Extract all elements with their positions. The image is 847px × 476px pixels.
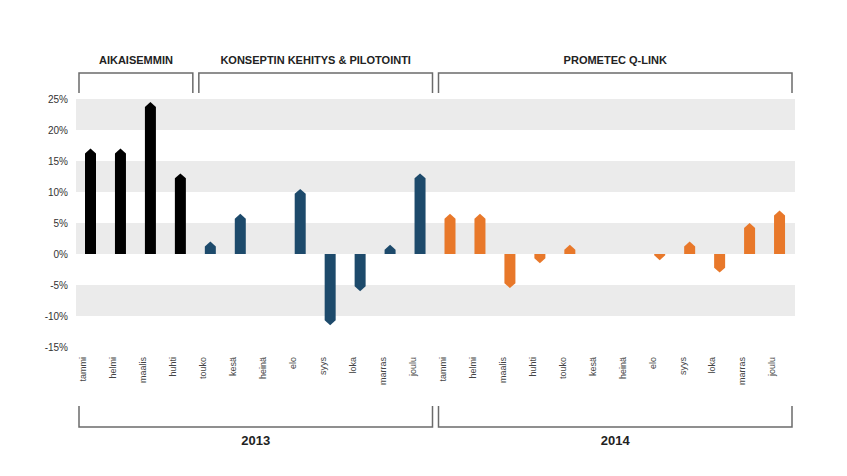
svg-text:tammi: tammi (438, 357, 448, 382)
svg-text:PROMETEC Q-LINK: PROMETEC Q-LINK (564, 54, 667, 66)
svg-text:-10%: -10% (45, 311, 68, 322)
svg-text:joulu: joulu (408, 357, 418, 377)
svg-text:heinä: heinä (618, 357, 628, 379)
svg-text:marras: marras (378, 357, 388, 386)
svg-text:20%: 20% (48, 125, 68, 136)
svg-text:kesä: kesä (228, 357, 238, 376)
svg-text:loka: loka (707, 357, 717, 374)
svg-text:tammi: tammi (78, 357, 88, 382)
svg-text:huhti: huhti (528, 357, 538, 377)
svg-text:AIKAISEMMIN: AIKAISEMMIN (99, 54, 173, 66)
svg-text:-5%: -5% (50, 280, 68, 291)
svg-text:KONSEPTIN KEHITYS & PILOTOINTI: KONSEPTIN KEHITYS & PILOTOINTI (220, 54, 410, 66)
svg-text:10%: 10% (48, 187, 68, 198)
svg-text:2014: 2014 (601, 433, 631, 448)
svg-text:syys: syys (318, 357, 328, 376)
svg-text:huhti: huhti (168, 357, 178, 377)
svg-text:marras: marras (737, 357, 747, 386)
svg-text:-15%: -15% (45, 342, 68, 353)
svg-text:helmi: helmi (108, 357, 118, 379)
svg-text:syys: syys (678, 357, 688, 376)
svg-text:maalis: maalis (138, 357, 148, 384)
svg-text:15%: 15% (48, 156, 68, 167)
svg-text:heinä: heinä (258, 357, 268, 379)
svg-text:25%: 25% (48, 94, 68, 105)
svg-text:2013: 2013 (241, 433, 270, 448)
svg-text:touko: touko (198, 357, 208, 379)
svg-text:maalis: maalis (498, 357, 508, 384)
svg-text:5%: 5% (54, 218, 69, 229)
svg-text:touko: touko (558, 357, 568, 379)
svg-text:kesä: kesä (588, 357, 598, 376)
svg-text:helmi: helmi (468, 357, 478, 379)
svg-text:joulu: joulu (767, 357, 777, 377)
svg-text:0%: 0% (54, 249, 69, 260)
svg-text:elo: elo (288, 357, 298, 369)
svg-text:elo: elo (648, 357, 658, 369)
svg-text:loka: loka (348, 357, 358, 374)
